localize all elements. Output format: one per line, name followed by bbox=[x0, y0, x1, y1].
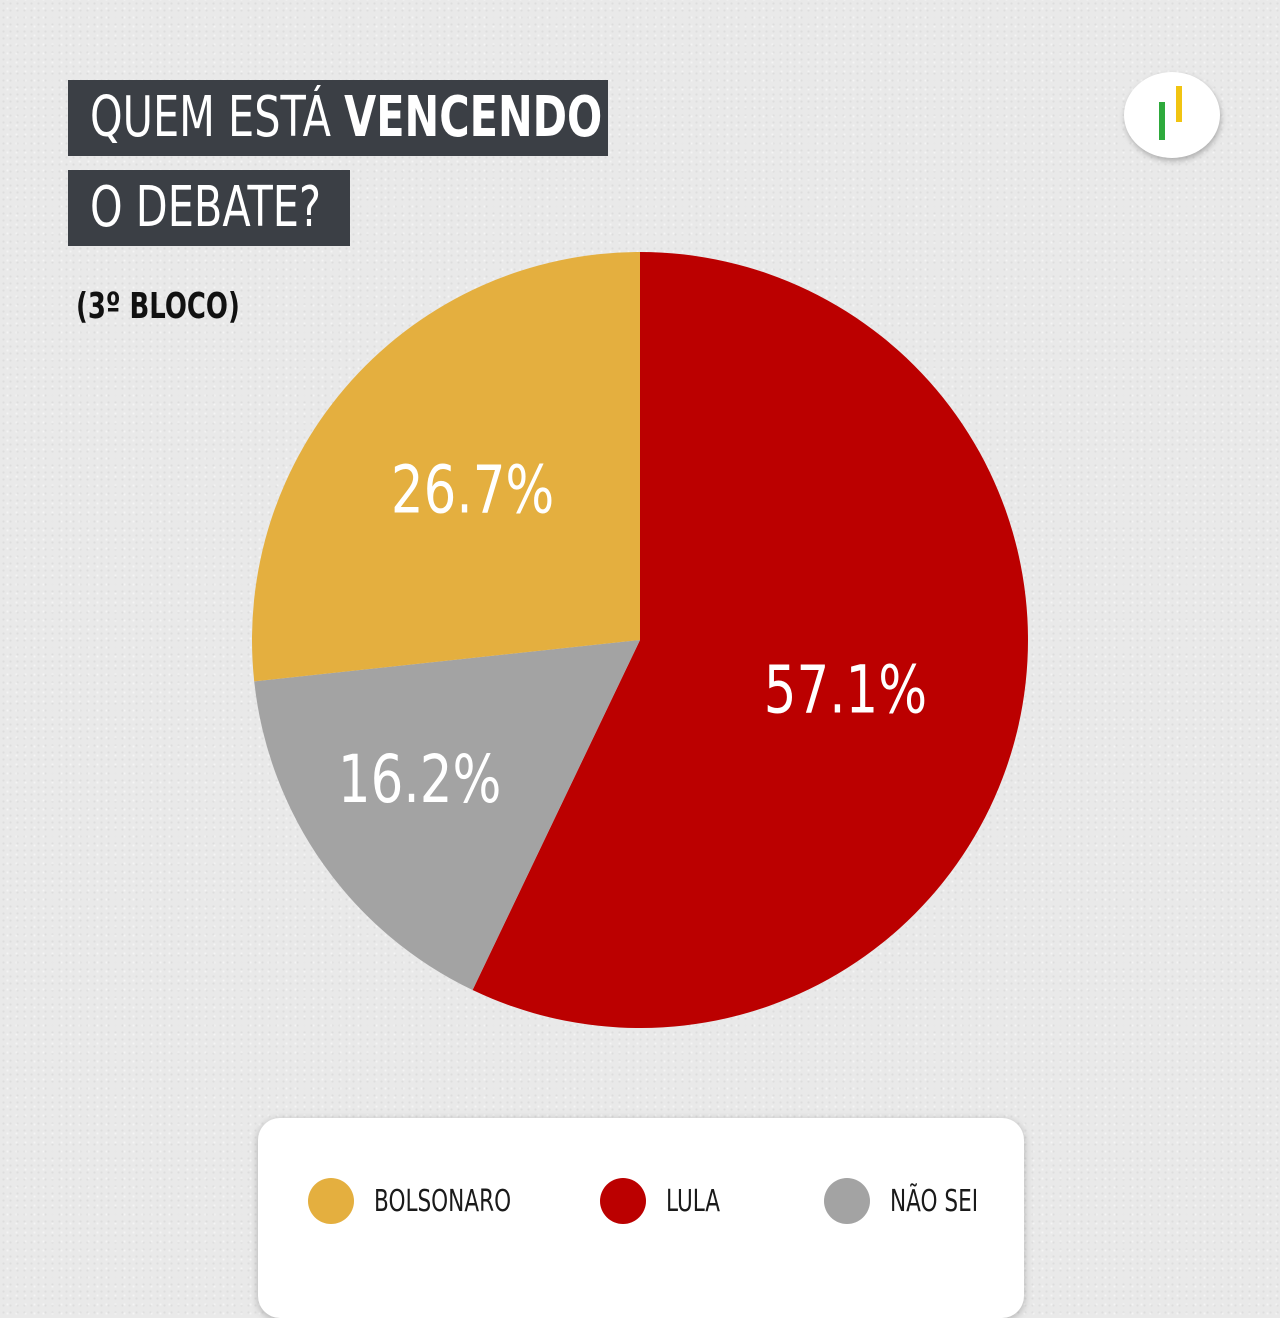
legend-label: BOLSONARO bbox=[374, 1183, 512, 1219]
pie-slice-bolsonaro bbox=[251, 252, 640, 682]
chart-subtitle: (3º BLOCO) bbox=[76, 286, 240, 327]
pie-slice-n-o-sei bbox=[254, 640, 640, 991]
legend-swatch bbox=[824, 1178, 870, 1224]
legend-item-bolsonaro: BOLSONARO bbox=[308, 1178, 564, 1224]
pie-label-bolsonaro: 26.7% bbox=[391, 451, 555, 528]
pie-label-n-o-sei: 16.2% bbox=[338, 740, 502, 817]
legend-item-n-o-sei: NÃO SEI bbox=[824, 1178, 1012, 1224]
legend-swatch bbox=[600, 1178, 646, 1224]
brand-logo-icon bbox=[1124, 72, 1220, 158]
pie-label-lula: 57.1% bbox=[764, 651, 928, 728]
title-bold-text: VENCENDO bbox=[344, 85, 603, 150]
chart-legend: BOLSONARO LULA NÃO SEI bbox=[258, 1118, 1024, 1318]
title-line-1: QUEM ESTÁ VENCENDO bbox=[68, 80, 608, 156]
legend-label: NÃO SEI bbox=[890, 1183, 979, 1219]
legend-item-lula: LULA bbox=[600, 1178, 741, 1224]
pie-chart: 57.1% 16.2% 26.7% bbox=[251, 252, 1029, 1029]
legend-label: LULA bbox=[666, 1183, 721, 1219]
title-light-text: QUEM ESTÁ bbox=[90, 85, 331, 150]
title-line-2-text: O DEBATE? bbox=[90, 175, 321, 240]
logo-yellow-bar bbox=[1176, 86, 1182, 122]
logo-green-bar bbox=[1159, 102, 1165, 140]
title-line-2: O DEBATE? bbox=[68, 170, 350, 246]
legend-swatch bbox=[308, 1178, 354, 1224]
pie-slice-lula bbox=[472, 252, 1029, 1029]
